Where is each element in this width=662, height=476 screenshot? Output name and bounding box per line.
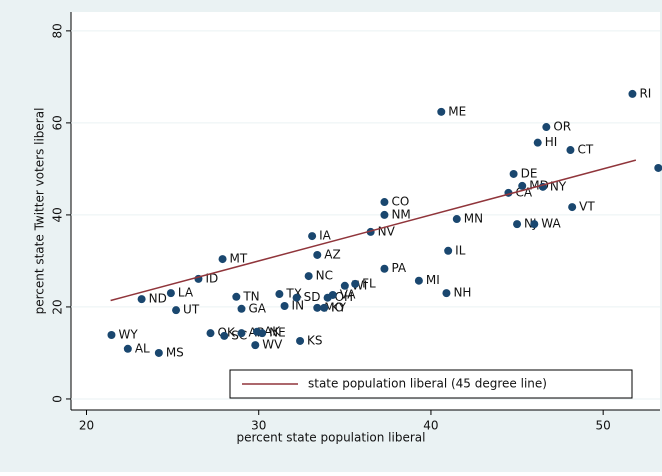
point-label: TN (242, 289, 259, 303)
point (172, 306, 181, 315)
legend-label: state population liberal (45 degree line… (308, 377, 547, 391)
y-tick-label: 20 (51, 299, 65, 314)
point-label: KS (307, 333, 323, 347)
point (220, 331, 229, 340)
fit-line (110, 159, 637, 302)
point-label: MO (324, 300, 344, 314)
point-label: MS (166, 345, 184, 359)
point-label: IL (455, 243, 466, 257)
point (123, 344, 132, 353)
point (107, 331, 116, 340)
point-label: OR (553, 120, 571, 134)
x-tick-label: 50 (596, 419, 611, 433)
point (206, 329, 215, 338)
point-label: IN (292, 299, 305, 313)
y-tick-label: 0 (51, 395, 65, 403)
point (452, 215, 461, 224)
point-label: OH (335, 290, 353, 304)
y-tick-label: 60 (51, 115, 65, 130)
point (380, 198, 389, 207)
point (568, 203, 577, 212)
point-label: LA (178, 286, 194, 300)
point (237, 329, 246, 338)
point (509, 169, 518, 178)
point (380, 264, 389, 273)
point-label: CO (391, 195, 409, 209)
point (292, 293, 301, 302)
plot-area (71, 12, 660, 410)
point (444, 246, 453, 255)
point-label: NM (391, 207, 410, 221)
y-tick-label: 80 (51, 23, 65, 38)
point (351, 279, 360, 288)
point-label: VA (340, 287, 356, 301)
point-label: GA (249, 301, 267, 315)
point-label: MT (230, 252, 248, 266)
point (414, 276, 423, 285)
point-label: SD (304, 290, 321, 304)
point-label: PA (391, 261, 406, 275)
point-label: WV (262, 338, 283, 352)
point (166, 289, 175, 298)
x-axis-label: percent state population liberal (237, 431, 426, 445)
point-label: NC (316, 269, 333, 283)
point (437, 107, 446, 116)
y-axis-label: percent state Twitter voters liberal (33, 108, 47, 315)
point (513, 220, 522, 229)
point (258, 329, 267, 338)
point (628, 89, 637, 98)
point (154, 348, 163, 357)
x-tick-label: 40 (423, 419, 438, 433)
point (237, 304, 246, 313)
point-label: UT (183, 303, 200, 317)
point (340, 281, 349, 290)
point-label: MN (464, 212, 483, 226)
point-label: KY (331, 300, 346, 314)
point (518, 181, 527, 190)
point-label: MI (426, 273, 440, 287)
point (218, 255, 227, 264)
point (137, 295, 146, 304)
point-label: ME (448, 104, 466, 118)
point (320, 303, 329, 312)
point-label: IA (319, 229, 332, 243)
point-label: ND (149, 292, 167, 306)
x-tick-label: 20 (79, 419, 94, 433)
point (280, 302, 289, 311)
point (442, 289, 451, 298)
point-label: RI (639, 86, 651, 100)
y-tick-label: 40 (51, 207, 65, 222)
point-label: DE (521, 166, 538, 180)
point-label: HI (545, 135, 558, 149)
point (313, 303, 322, 312)
point (308, 232, 317, 241)
point-label: AZ (324, 247, 340, 261)
point (296, 336, 305, 345)
point-label: NY (550, 179, 567, 193)
point (232, 292, 241, 301)
point (533, 138, 542, 147)
point-label: NE (269, 326, 286, 340)
point-label: WY (118, 328, 138, 342)
point-label: FL (362, 276, 376, 290)
point-label: CT (577, 143, 593, 157)
point (380, 210, 389, 219)
point-label: WA (541, 217, 561, 231)
point (304, 272, 313, 281)
point (566, 146, 575, 155)
point (530, 220, 539, 229)
point (542, 123, 551, 132)
point (275, 290, 284, 299)
point (328, 290, 337, 299)
point-label: NH (453, 286, 471, 300)
point (251, 341, 260, 350)
point-label: VT (579, 200, 595, 214)
point (313, 250, 322, 259)
point-label: AL (135, 341, 150, 355)
point (654, 163, 662, 172)
point-label: AK (264, 324, 281, 338)
x-tick-label: 30 (251, 419, 266, 433)
